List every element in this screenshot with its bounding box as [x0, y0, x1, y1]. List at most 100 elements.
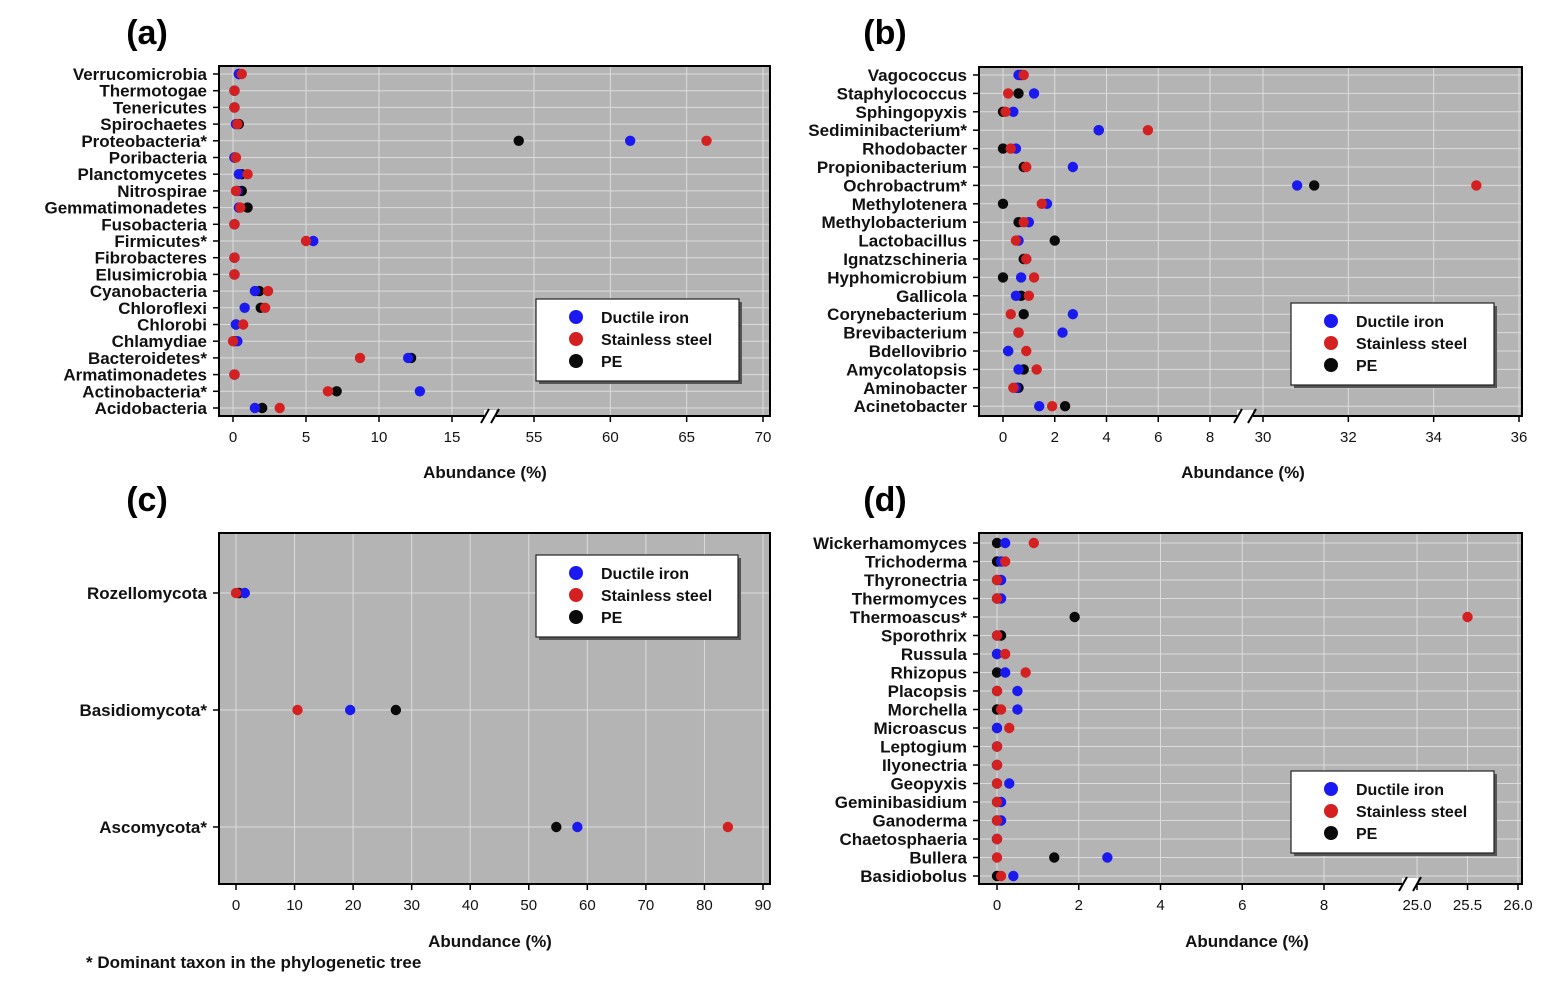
- panel-d-point-ductile-iron: [991, 722, 1003, 734]
- panel-a-point-stainless-steel: [232, 118, 243, 130]
- panel-b-point-ductile-iron: [1067, 161, 1079, 173]
- panel-d-point-stainless-steel: [991, 574, 1003, 586]
- panel-d-point-stainless-steel: [991, 593, 1003, 604]
- panel-d-legend-marker-pe: [1324, 826, 1338, 840]
- panel-b-legend-marker-stainless-steel: [1324, 336, 1338, 350]
- panel-d-x-tick-label: 25.0: [1402, 897, 1431, 914]
- panel-c-point-ductile-iron: [239, 587, 250, 599]
- panel-d-point-stainless-steel: [1462, 611, 1473, 623]
- panel-b-point-stainless-steel: [1028, 272, 1040, 283]
- panel-d-legend-label-stainless-steel: Stainless steel: [1356, 804, 1467, 821]
- panel-b-legend-label-pe: PE: [1356, 358, 1378, 375]
- panel-a-legend-marker-ductile-iron: [569, 310, 583, 324]
- panel-d-x-tick-label: 4: [1156, 897, 1164, 914]
- panel-b-point-ductile-iron: [1002, 345, 1014, 357]
- panel-d-label: (d): [863, 481, 906, 519]
- panel-b-category-label: Sediminibacterium*: [808, 121, 967, 140]
- panel-b-point-pe: [1049, 235, 1060, 246]
- panel-a-point-stainless-steel: [300, 235, 312, 247]
- panel-d-category-label: Ilyonectria: [882, 756, 968, 775]
- panel-c-x-tick-label: 70: [638, 897, 655, 914]
- panel-d-point-stainless-steel: [995, 704, 1007, 715]
- panel-a-category-label: Armatimonadetes: [63, 366, 207, 385]
- panel-b-x-tick-label: 32: [1340, 429, 1357, 446]
- panel-b-category-label: Hyphomicrobium: [827, 268, 967, 287]
- panel-b-point-stainless-steel: [1005, 309, 1016, 320]
- panel-b-label: (b): [863, 14, 906, 52]
- panel-d-point-stainless-steel: [991, 815, 1003, 826]
- panel-b-point-ductile-iron: [1093, 125, 1104, 136]
- panel-d-legend-label-ductile-iron: Ductile iron: [1356, 782, 1444, 799]
- panel-b-x-tick-label: 4: [1102, 429, 1110, 446]
- panel-c-category-label: Basidiomycota*: [79, 701, 207, 720]
- panel-a-category-label: Thermotogae: [99, 82, 207, 101]
- panel-d-category-label: Geopyxis: [890, 775, 967, 794]
- panel-a-category-label: Fusobacteria: [101, 215, 207, 234]
- panel-b-point-ductile-iron: [1291, 180, 1303, 191]
- panel-b-x-tick-label: 30: [1255, 429, 1272, 446]
- panel-b-point-stainless-steel: [1013, 327, 1024, 338]
- panel-a-point-stainless-steel: [235, 202, 246, 213]
- panel-b-category-label: Propionibacterium: [817, 158, 967, 177]
- panel-a-x-tick-label: 15: [444, 429, 461, 446]
- panel-a-point-stainless-steel: [229, 369, 240, 380]
- panel-b-point-stainless-steel: [1021, 253, 1032, 265]
- panel-a-category-label: Gemmatimonadetes: [45, 199, 208, 218]
- panel-b-category-label: Aminobacter: [863, 379, 967, 398]
- panel-c-x-tick-label: 80: [696, 897, 713, 914]
- panel-b-point-ductile-iron: [1028, 88, 1040, 99]
- panel-a-legend-label-pe: PE: [601, 354, 623, 371]
- panel-b-point-stainless-steel: [1002, 88, 1014, 99]
- panel-b-point-ductile-iron: [1010, 290, 1022, 301]
- panel-b-point-pe: [997, 143, 1009, 154]
- panel-d-point-stainless-steel: [1004, 722, 1015, 734]
- panel-b-point-stainless-steel: [1008, 382, 1019, 393]
- panel-a-category-label: Nitrospirae: [117, 182, 207, 201]
- panel-a-category-label: Actinobacteria*: [82, 382, 207, 401]
- panel-b-category-label: Methylobacterium: [822, 213, 967, 232]
- panel-c-point-stainless-steel: [722, 821, 734, 833]
- panel-b-category-label: Sphingopyxis: [856, 103, 967, 122]
- panel-b-legend-label-stainless-steel: Stainless steel: [1356, 336, 1467, 353]
- panel-a-label: (a): [126, 14, 168, 52]
- panel-a-legend-marker-stainless-steel: [569, 332, 583, 346]
- panel-c-category-label: Rozellomycota: [87, 584, 208, 603]
- panel-a-point-stainless-steel: [229, 102, 240, 113]
- panel-b-x-axis-label: Abundance (%): [1181, 463, 1305, 482]
- panel-b-category-label: Vagococcus: [868, 66, 967, 85]
- panel-a-category-label: Chloroflexi: [118, 299, 207, 318]
- panel-d-legend-marker-stainless-steel: [1324, 804, 1338, 818]
- panel-b-x-tick-label: 2: [1051, 429, 1059, 446]
- panel-d-point-ductile-iron: [1012, 704, 1023, 715]
- panel-b-category-label: Methylotenera: [852, 195, 968, 214]
- panel-a-axis-break-mark: [480, 408, 490, 424]
- panel-d-category-label: Morchella: [888, 701, 968, 720]
- panel-a-category-label: Proteobacteria*: [81, 132, 207, 151]
- panel-a-point-stainless-steel: [236, 68, 247, 80]
- panel-a-x-tick-label: 60: [602, 429, 619, 446]
- panel-b-point-stainless-steel: [1018, 217, 1029, 228]
- panel-a-x-tick-label: 70: [755, 429, 772, 446]
- panel-c-x-tick-label: 40: [462, 897, 479, 914]
- panel-a-category-label: Planctomycetes: [78, 165, 207, 184]
- panel-a-category-label: Chlorobi: [137, 316, 207, 335]
- panel-a-category-label: Bacteroidetes*: [88, 349, 207, 368]
- panel-b-category-label: Staphylococcus: [837, 84, 967, 103]
- panel-a-x-axis-label: Abundance (%): [423, 463, 547, 482]
- panel-d-point-pe: [991, 537, 1003, 549]
- panel-b-category-label: Amycolatopsis: [846, 360, 967, 379]
- panel-d-point-stainless-steel: [999, 556, 1011, 567]
- panel-d-point-stainless-steel: [991, 796, 1003, 808]
- panel-b-point-ductile-iron: [1008, 106, 1019, 118]
- panel-a-point-ductile-iron: [249, 402, 261, 414]
- panel-b-x-tick-label: 8: [1206, 429, 1214, 446]
- panel-b-category-label: Ignatzschineria: [843, 250, 967, 269]
- panel-c-point-pe: [390, 704, 402, 716]
- panel-c-legend-marker-stainless-steel: [569, 588, 583, 602]
- panel-a-x-tick-label: 5: [302, 429, 310, 446]
- panel-b-point-pe: [997, 198, 1009, 209]
- panel-a-legend-label-ductile-iron: Ductile iron: [601, 310, 689, 327]
- panel-d-axis-break-gap: [1402, 878, 1418, 890]
- panel-b-point-stainless-steel: [1021, 161, 1032, 173]
